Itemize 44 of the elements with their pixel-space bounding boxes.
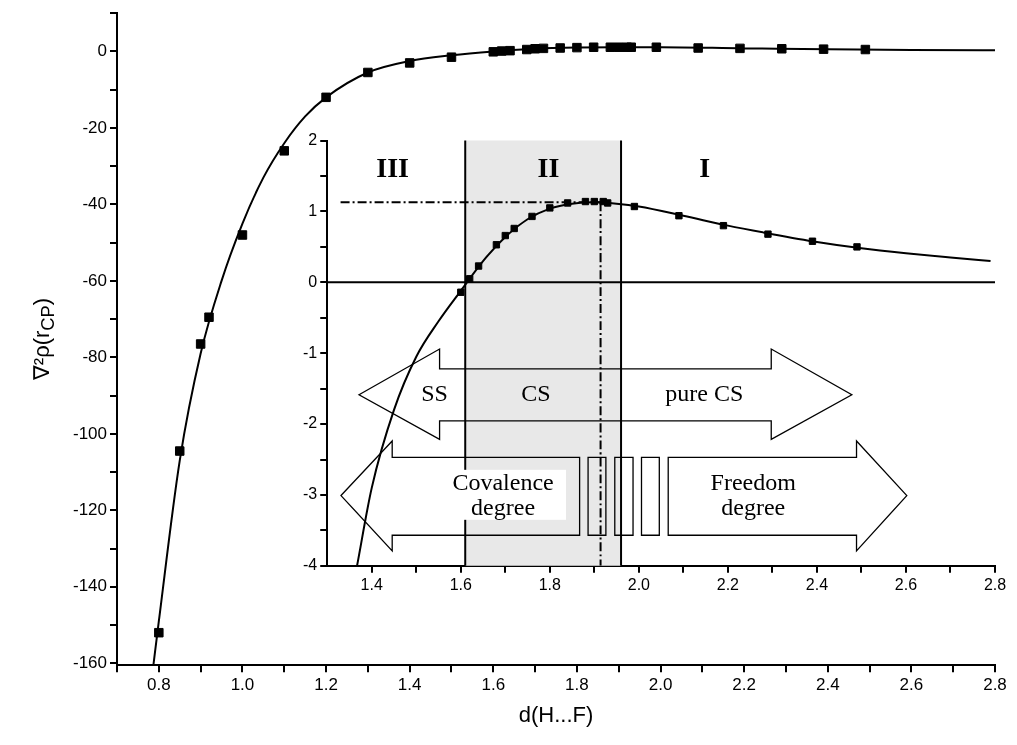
x-tick-label: 2.6: [899, 675, 924, 695]
y-tick-label: -4: [302, 556, 318, 574]
x-tick-label: 1.6: [449, 575, 472, 593]
y-tick-label: -140: [72, 576, 108, 596]
x-tick-label: 1.2: [314, 675, 338, 695]
x-tick-label: 1.6: [481, 675, 506, 695]
y-tick-label: -80: [82, 347, 108, 367]
annotation: Covalence degree: [440, 468, 567, 521]
x-tick-label: 2.4: [815, 675, 840, 695]
x-tick-label: 0.8: [147, 675, 171, 695]
x-tick-label: 2.0: [648, 675, 673, 695]
annotation: SS: [421, 380, 448, 407]
y-tick-label: -160: [72, 652, 108, 672]
x-axis-title: d(H...F): [518, 701, 594, 727]
annotation: CS: [521, 380, 551, 407]
annotation: II: [537, 151, 560, 183]
y-tick-label: 0: [308, 272, 318, 290]
x-tick-label: 1.0: [230, 675, 255, 695]
annotation: pure CS: [665, 380, 744, 407]
x-tick-label: 2.2: [732, 675, 756, 695]
x-tick-label: 1.8: [538, 575, 562, 593]
annotation: I: [699, 151, 711, 183]
x-tick-label: 2.8: [983, 675, 1007, 695]
y-tick-label: -1: [302, 343, 318, 361]
y-tick-label: -20: [82, 117, 108, 137]
x-tick-label: 2.8: [983, 575, 1007, 593]
y-tick-label: 2: [308, 131, 318, 149]
x-tick-label: 2.0: [627, 575, 651, 593]
y-tick-label: 1: [308, 201, 318, 219]
x-tick-label: 2.2: [716, 575, 740, 593]
x-tick-label: 1.4: [397, 675, 422, 695]
y-tick-label: -120: [72, 500, 108, 520]
x-tick-label: 1.4: [360, 575, 383, 593]
annotation: Freedom degree: [690, 468, 817, 521]
y-tick-label: -60: [82, 270, 108, 290]
x-tick-label: 2.4: [805, 575, 829, 593]
y-tick-label: -3: [302, 485, 318, 503]
x-tick-label: 2.6: [894, 575, 918, 593]
y-tick-label: -100: [72, 423, 108, 443]
y-tick-label: 0: [97, 41, 108, 61]
annotation: III: [376, 151, 410, 183]
x-tick-label: 1.8: [565, 675, 589, 695]
y-tick-label: -2: [302, 414, 318, 432]
y-tick-label: -40: [82, 194, 108, 214]
